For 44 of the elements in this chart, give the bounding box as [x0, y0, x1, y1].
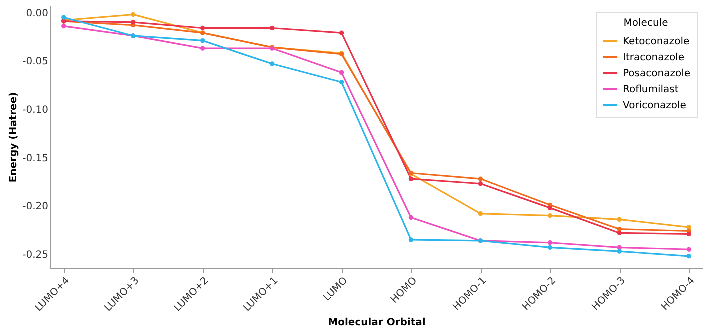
legend-label: Posaconazole: [623, 68, 691, 80]
point: [270, 62, 275, 66]
point: [617, 226, 622, 232]
legend-label: Roflumilast: [623, 84, 679, 96]
point: [62, 24, 66, 29]
y-tick-label: -0.20: [22, 202, 48, 213]
point: [686, 232, 692, 237]
point: [548, 240, 553, 246]
point: [200, 46, 206, 51]
point: [548, 206, 553, 210]
point: [686, 247, 692, 252]
point: [131, 12, 136, 18]
legend-label: Ketoconazole: [623, 36, 690, 48]
point: [200, 26, 206, 31]
point: [478, 182, 484, 186]
x-axis-title: Molecular Orbital: [328, 317, 426, 328]
point: [617, 249, 622, 254]
y-tick-label: -0.25: [22, 250, 48, 261]
point: [62, 15, 66, 20]
point: [339, 80, 344, 85]
legend-label: Voriconazole: [623, 100, 686, 112]
point: [617, 217, 622, 222]
legend-label: Itraconazole: [623, 52, 684, 64]
point: [200, 38, 206, 44]
point: [131, 20, 136, 25]
y-tick-label: -0.15: [22, 153, 48, 164]
point: [617, 230, 622, 236]
y-axis-title: Energy (Hatree): [8, 92, 20, 183]
y-tick-label: 0.00: [26, 8, 48, 20]
point: [478, 176, 484, 182]
point: [686, 254, 692, 259]
point: [548, 213, 553, 218]
point: [478, 212, 484, 216]
point: [548, 245, 553, 250]
point: [617, 245, 622, 250]
point: [408, 215, 414, 220]
point: [339, 30, 344, 36]
legend-title: Molecule: [624, 18, 668, 29]
y-tick-label: -0.10: [22, 104, 48, 116]
y-tick-label: -0.05: [22, 56, 48, 68]
point: [270, 26, 275, 31]
point: [408, 238, 414, 242]
point: [339, 70, 344, 76]
point: [408, 176, 414, 182]
